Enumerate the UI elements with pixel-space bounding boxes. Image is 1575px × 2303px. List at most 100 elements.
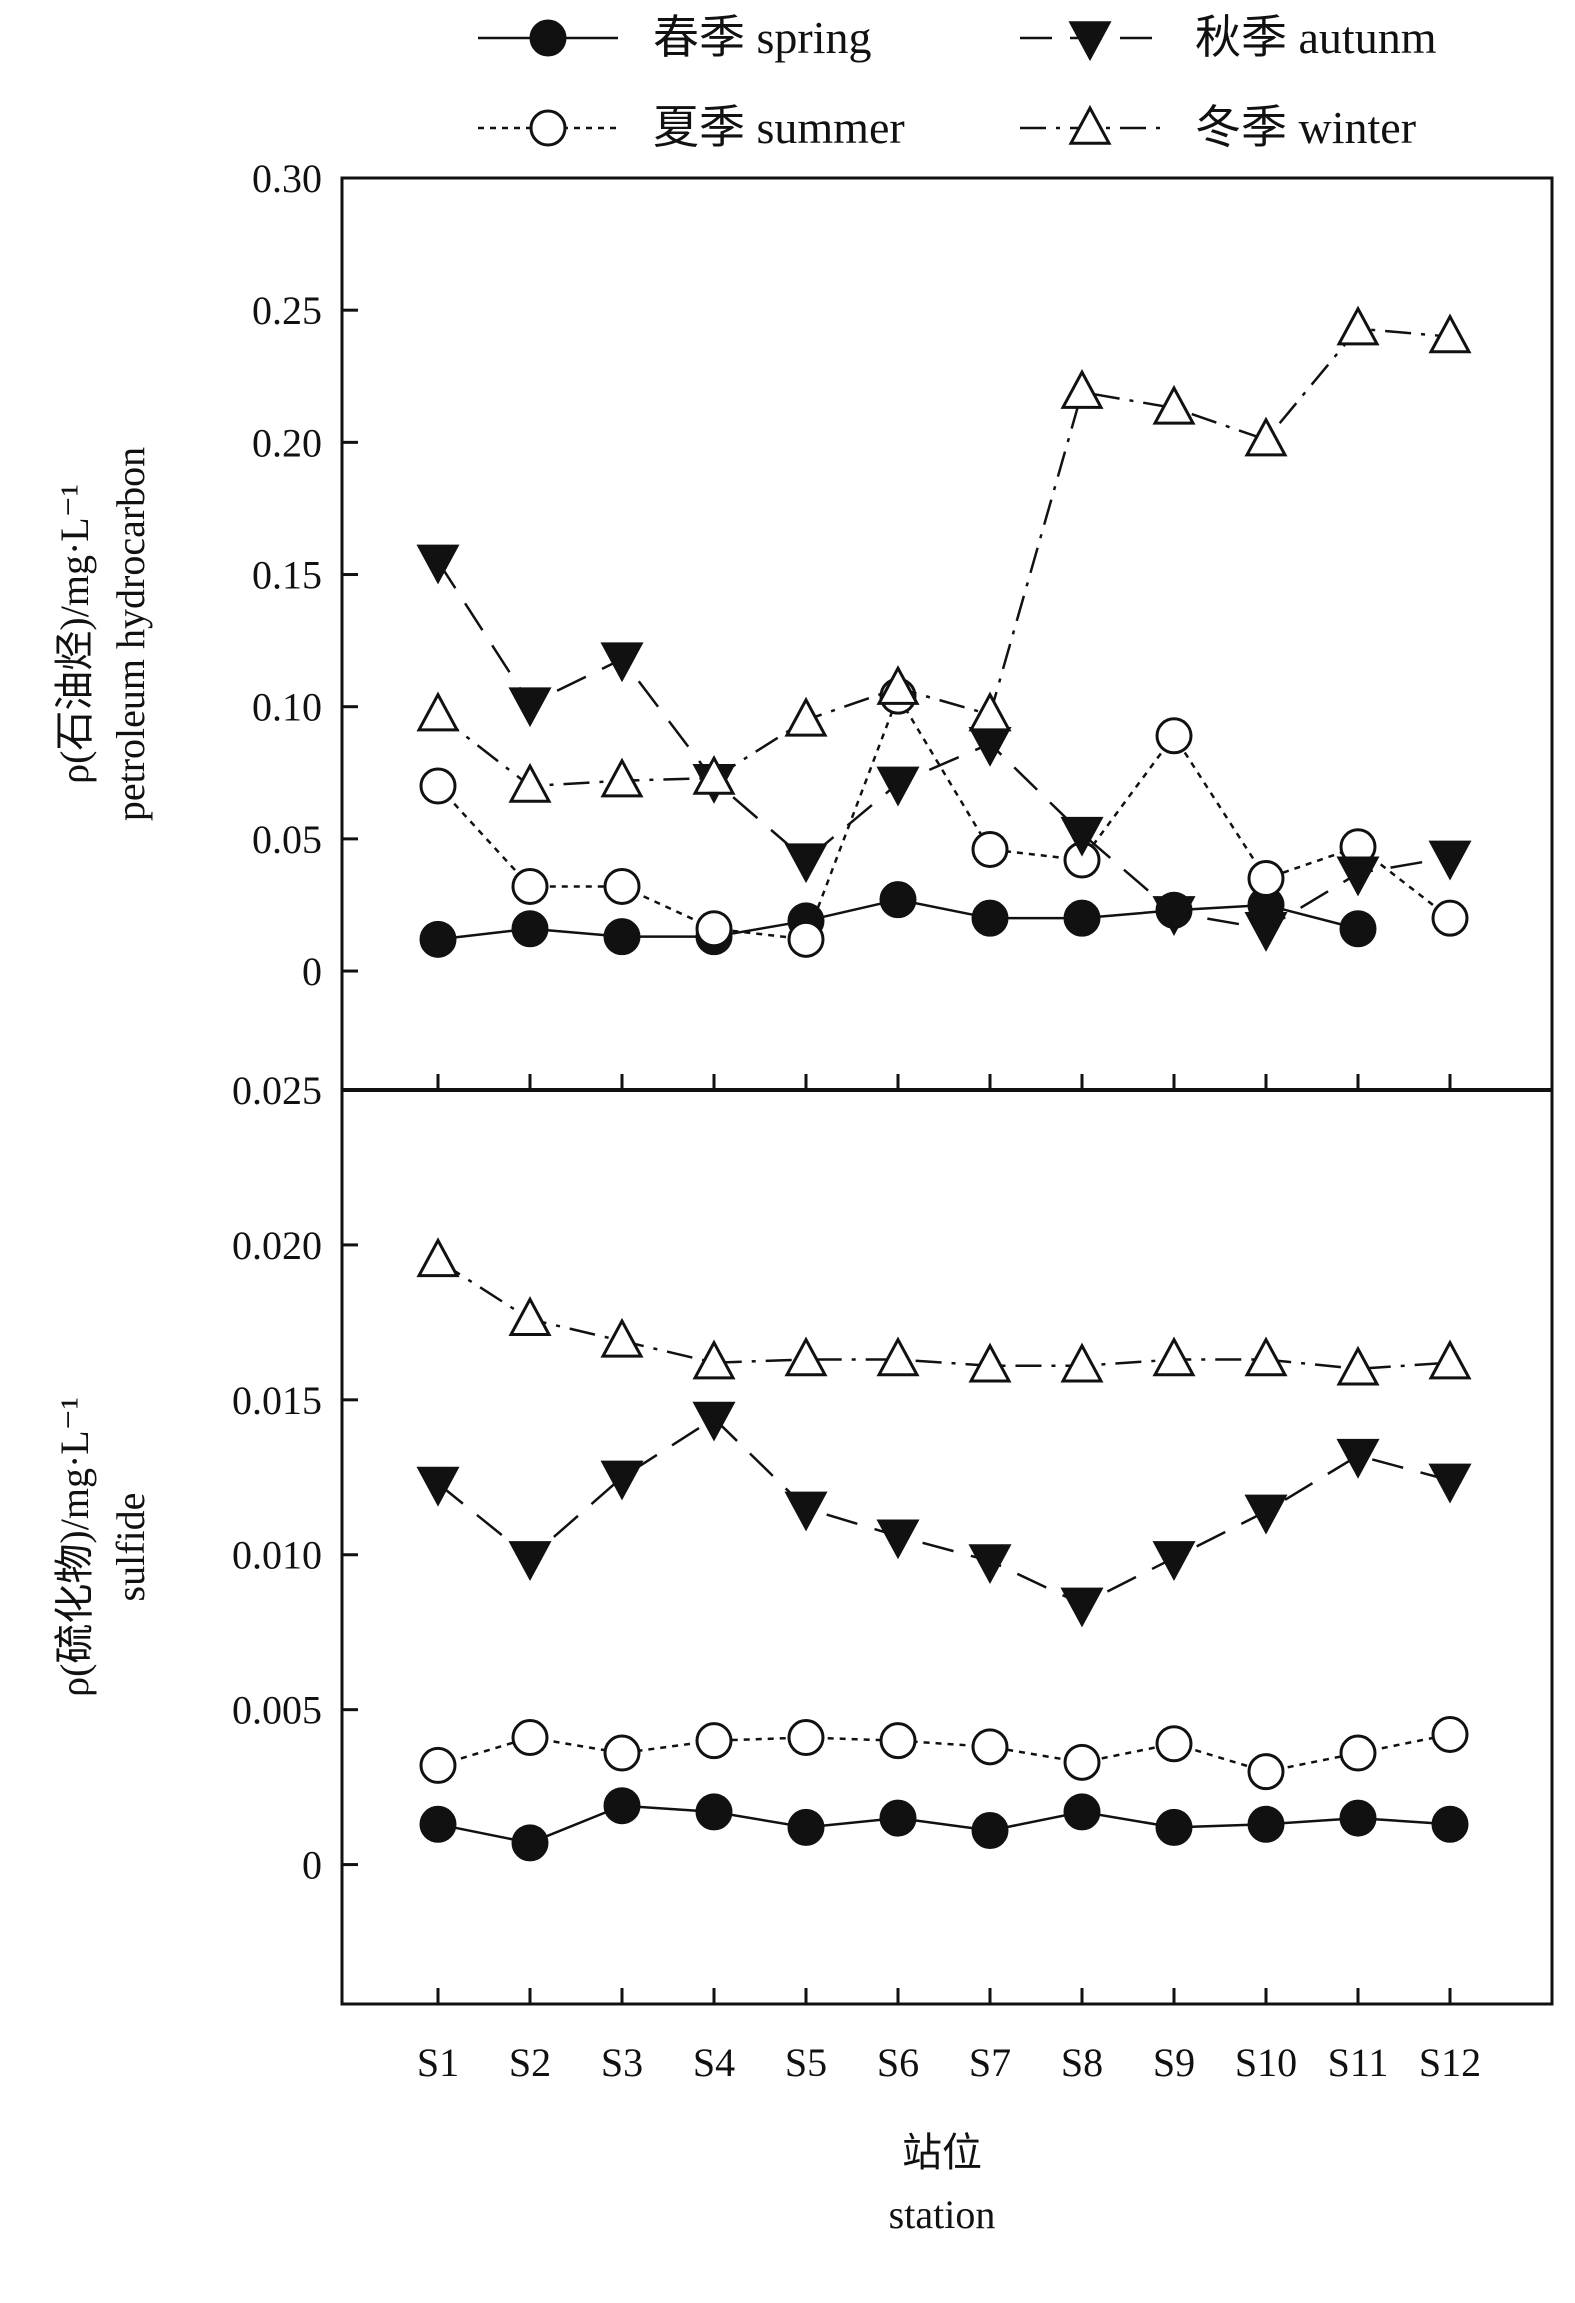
petroleum-winter-point [1336, 305, 1380, 346]
petroleum-winter-point [968, 691, 1012, 732]
legend-autumn-marker [1068, 21, 1112, 62]
sulfide-summer-point [1247, 1753, 1285, 1791]
sulfide-autumn-point [1428, 1463, 1472, 1504]
petroleum-autumn-point [1244, 912, 1288, 952]
petroleum-autumn-point [1152, 896, 1196, 936]
petroleum-ytick-label: 0.25 [252, 288, 322, 333]
sulfide-autumn-point [1152, 1541, 1196, 1581]
sulfide-spring-point [787, 1808, 825, 1846]
sulfide-series-autumn [416, 1401, 1472, 1628]
sulfide-autumn-point [692, 1401, 736, 1442]
station-tick-label: S8 [1061, 2040, 1103, 2085]
station-tick-label: S4 [693, 2040, 735, 2085]
legend-spring-label: 春季 spring [653, 12, 872, 63]
petroleum-spring-point [511, 910, 549, 948]
sulfide-ylabel-line: sulfide [108, 1493, 153, 1602]
sulfide-summer-point [511, 1719, 549, 1757]
petroleum-hydrocarbon-panel: 0.30 0.25 0.20 0.15 0.10 0.05 0 ρ(石油烃)/mg·L⁻¹ pe… [52, 156, 1472, 1090]
legend-item-autumn: 秋季 autunm [1020, 12, 1437, 63]
sulfide-ytick-label: 0.010 [232, 1533, 322, 1578]
station-tick-label: S3 [601, 2040, 643, 2085]
x-axis-title-line: station [889, 2192, 996, 2237]
petroleum-ylabel-line: petroleum hydrocarbon [108, 447, 153, 821]
legend-spring-marker [529, 19, 567, 57]
petroleum-autumn-point [600, 642, 644, 683]
sulfide-autumn-point [600, 1460, 644, 1501]
sulfide-spring-point [511, 1824, 549, 1862]
petroleum-winter-point [1428, 313, 1472, 354]
station-tick-label: S7 [969, 2040, 1011, 2085]
sulfide-summer-point [1431, 1715, 1469, 1753]
sulfide-autumn-point [876, 1519, 920, 1560]
petroleum-ytick-label: 0.20 [252, 420, 322, 465]
sulfide-ylabel-line: ρ(硫化物)/mg·L⁻¹ [52, 1397, 97, 1697]
sulfide-summer-point [787, 1719, 825, 1757]
legend-item-summer: 夏季 summer [478, 102, 905, 153]
legend-item-winter: 冬季 winter [1020, 102, 1416, 153]
sulfide-winter-point [1244, 1336, 1288, 1377]
sulfide-spring-point [1431, 1805, 1469, 1843]
sulfide-spring-point [695, 1793, 733, 1831]
petroleum-summer-line [437, 693, 1451, 941]
sulfide-winter-point [876, 1336, 920, 1377]
petroleum-autumn-point [1428, 840, 1472, 881]
petroleum-ytick-label: 0.30 [252, 156, 322, 201]
sulfide-autumn-point [416, 1466, 460, 1507]
petroleum-summer-point [1431, 899, 1469, 937]
petroleum-ytick-label: 0 [302, 949, 322, 994]
x-axis-title-line: 站位 [902, 2130, 982, 2175]
petroleum-autumn-point [968, 727, 1012, 767]
petroleum-autumn-point [876, 766, 920, 807]
petroleum-autumn-point [1336, 856, 1380, 897]
sulfide-autumn-line [437, 1416, 1451, 1606]
petroleum-spring-point [419, 920, 457, 958]
legend-winter-marker [1068, 104, 1112, 145]
sulfide-winter-point [508, 1296, 552, 1336]
sulfide-spring-point [603, 1787, 641, 1825]
petroleum-spring-point [603, 918, 641, 956]
petroleum-winter-point [1244, 416, 1288, 457]
sulfide-winter-point [784, 1336, 828, 1377]
petroleum-spring-point [971, 899, 1009, 937]
petroleum-series-spring [419, 881, 1377, 958]
sulfide-summer-point [419, 1746, 457, 1784]
petroleum-series-winter [416, 305, 1472, 803]
sulfide-summer-point [603, 1734, 641, 1772]
sulfide-summer-line [437, 1733, 1451, 1773]
legend-winter-label: 冬季 winter [1195, 102, 1416, 153]
petroleum-spring-point [1339, 910, 1377, 948]
sulfide-summer-point [1063, 1743, 1101, 1781]
sulfide-spring-point [971, 1811, 1009, 1849]
sulfide-spring-point [1247, 1805, 1285, 1843]
petroleum-autumn-point [416, 544, 460, 585]
petroleum-ytick-label: 0.05 [252, 817, 322, 862]
petroleum-winter-point [876, 665, 920, 705]
sulfide-summer-point [695, 1722, 733, 1760]
sulfide-autumn-point [508, 1541, 552, 1581]
sulfide-winter-point [1152, 1336, 1196, 1377]
petroleum-winter-point [1060, 369, 1104, 409]
petroleum-winter-point [416, 691, 460, 732]
petroleum-autumn-point [784, 843, 828, 884]
sulfide-series-winter [416, 1237, 1472, 1386]
petroleum-autumn-point [508, 687, 552, 728]
legend-autumn-label: 秋季 autunm [1195, 12, 1437, 63]
petroleum-winter-point [508, 762, 552, 803]
sulfide-winter-point [1428, 1339, 1472, 1380]
sulfide-winter-point [692, 1339, 736, 1380]
sulfide-winter-point [1336, 1345, 1380, 1386]
sulfide-winter-point [1060, 1342, 1104, 1383]
station-tick-label: S12 [1419, 2040, 1481, 2085]
petroleum-autumn-line [436, 560, 1451, 931]
petroleum-winter-point [600, 757, 644, 798]
station-tick-label: S10 [1235, 2040, 1297, 2085]
sulfide-winter-point [600, 1317, 644, 1358]
station-tick-label: S6 [877, 2040, 919, 2085]
sulfide-summer-point [879, 1722, 917, 1760]
sulfide-spring-point [879, 1799, 917, 1837]
sulfide-series-summer [419, 1715, 1469, 1791]
sulfide-summer-point [971, 1728, 1009, 1766]
petroleum-summer-point [419, 767, 457, 805]
sulfide-ytick-label: 0 [302, 1843, 322, 1888]
